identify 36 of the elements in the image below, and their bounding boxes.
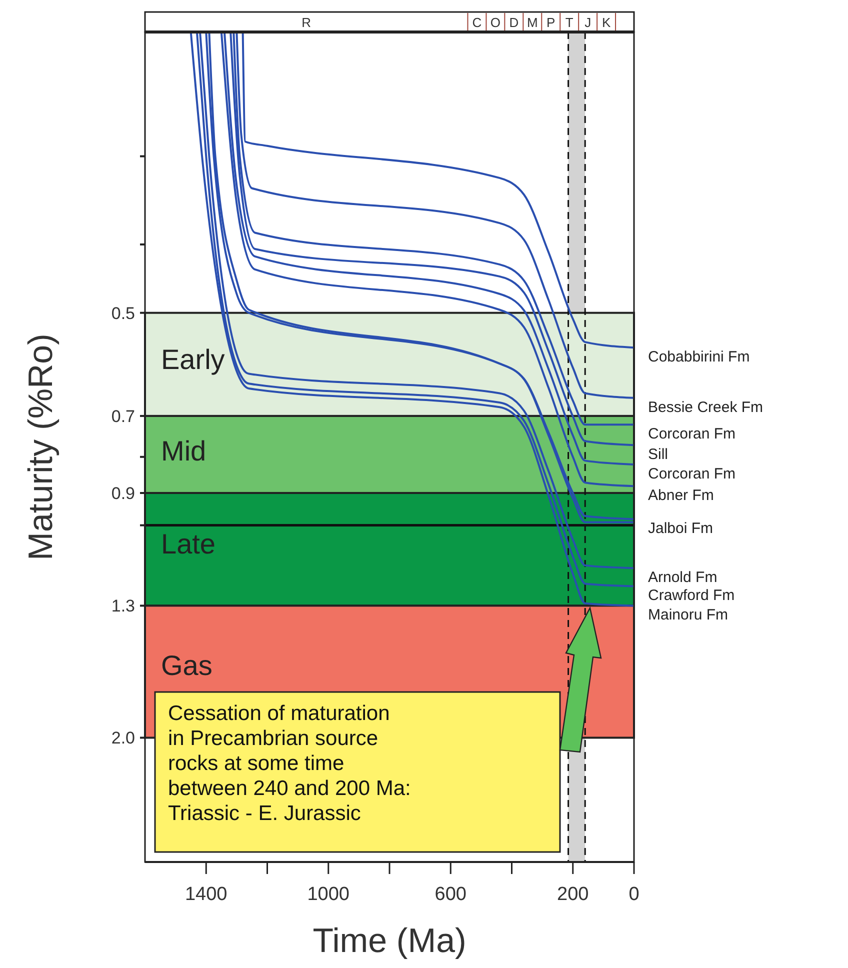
y-tick-label: 0.7 [111,406,135,426]
series-label: Arnold Fm [648,569,718,586]
band-label: Early [161,344,225,376]
x-tick-label: 200 [557,884,589,905]
series-label: Corcoran Fm [648,465,736,482]
annotation: Cessation of maturation in Precambrian source rocks at some time between 240 and 200 Ma: Triassic - E. Jurassic [168,702,411,825]
band-label: Late [161,528,216,560]
text: T [565,15,574,30]
y-tick-label: 2.0 [111,728,135,748]
text: K [602,15,611,30]
band-label: Gas [161,650,212,682]
x-tick-label: 1400 [184,884,228,905]
text: P [546,15,556,30]
series-label: Jalboi Fm [648,520,714,538]
y-tick-label: 1.3 [111,596,135,616]
text: D [509,15,519,30]
series-label: Cobabbirini Fm [648,348,750,366]
series-label: Sill [648,446,668,464]
series-label: Mainoru Fm [648,606,728,624]
band-label: Mid [161,436,206,467]
series-label: Crawford Fm [648,587,735,604]
text: M [526,15,538,30]
y-tick-label: 0.9 [111,484,135,503]
text: O [490,15,501,30]
y-axis-title: Maturity (%Ro) [22,334,60,560]
x-tick-label: 0 [628,884,640,905]
x-tick-label: 1000 [307,884,350,905]
x-axis-title: Time (Ma) [312,922,466,960]
text: R [302,15,312,30]
series-label: Abner Fm [648,487,714,504]
text: C [472,15,482,30]
series-label: Corcoran Fm [648,426,736,443]
series-label: Bessie Creek Fm [648,398,764,416]
text: J [584,15,592,30]
y-tick-label: 0.5 [111,304,135,323]
x-tick-label: 600 [434,884,466,905]
